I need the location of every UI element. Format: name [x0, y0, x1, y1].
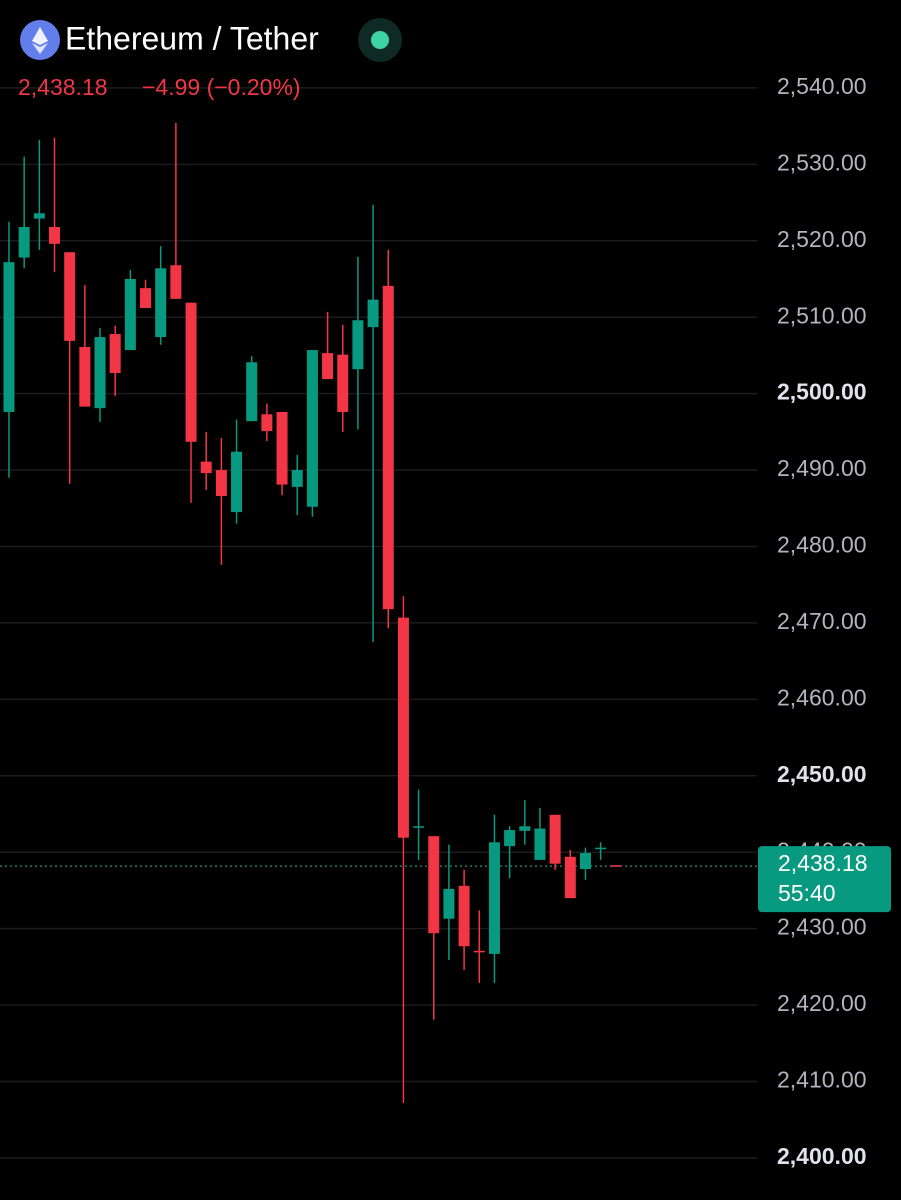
y-tick-label: 2,460.00 — [777, 684, 867, 710]
y-tick-label: 2,470.00 — [777, 608, 867, 634]
candle-body — [610, 865, 622, 867]
candle-body — [276, 411, 288, 485]
candle-body — [200, 461, 212, 474]
candle-body — [140, 288, 152, 309]
y-tick-label: 2,450.00 — [777, 761, 867, 787]
y-tick-label: 2,420.00 — [777, 990, 867, 1016]
candle-body — [18, 227, 30, 258]
y-tick-label: 2,530.00 — [777, 149, 867, 175]
price-box-price: 2,438.18 — [778, 850, 868, 876]
candle-body — [458, 885, 470, 947]
candle-body — [367, 299, 379, 328]
y-tick-label: 2,540.00 — [777, 73, 867, 99]
candles — [3, 123, 622, 1103]
last-price: 2,438.18 — [18, 74, 108, 100]
candle-body — [33, 213, 45, 219]
candle-body — [352, 320, 364, 370]
symbol-icon[interactable] — [20, 20, 60, 60]
y-tick-label: 2,410.00 — [777, 1067, 867, 1093]
candle-body — [443, 888, 455, 919]
candle-body — [579, 852, 591, 870]
candle-body — [124, 278, 136, 351]
candle-body — [291, 470, 303, 487]
candle-body — [397, 617, 409, 838]
candle-body — [94, 337, 106, 409]
candle-body — [170, 265, 182, 299]
y-tick-label: 2,480.00 — [777, 532, 867, 558]
price-change: −4.99 (−0.20%) — [142, 74, 301, 100]
y-tick-label: 2,510.00 — [777, 302, 867, 328]
candle-body — [549, 814, 561, 864]
candle-body — [504, 830, 516, 847]
y-tick-label: 2,520.00 — [777, 226, 867, 252]
y-tick-label: 2,490.00 — [777, 455, 867, 481]
candle-body — [109, 334, 121, 373]
candle-body — [413, 826, 425, 828]
y-tick-label: 2,430.00 — [777, 914, 867, 940]
y-tick-label: 2,500.00 — [777, 379, 867, 405]
candle-body — [261, 414, 273, 432]
candle-body — [322, 353, 334, 380]
price-box: 2,438.18 55:40 — [758, 846, 891, 913]
candle-body — [246, 362, 258, 422]
candle-body — [488, 842, 500, 954]
candle-body — [155, 268, 167, 338]
candle-body — [79, 347, 91, 407]
candle-body — [595, 847, 607, 850]
candle-body — [3, 262, 15, 412]
candle-body — [49, 227, 61, 244]
candle-body — [519, 826, 531, 831]
price-axis: 2,540.00 2,530.00 2,520.00 2,510.00 2,500.00… — [777, 73, 867, 1169]
candle-body — [473, 950, 485, 953]
grid — [0, 87, 757, 1159]
candle-body — [428, 836, 440, 934]
candle-body — [382, 285, 394, 610]
symbol-title[interactable]: Ethereum / Tether — [65, 20, 319, 56]
candle-body — [306, 350, 318, 507]
candle-body — [64, 252, 76, 341]
price-box-bg — [758, 846, 891, 913]
y-tick-label: 2,400.00 — [777, 1143, 867, 1169]
candle-body — [215, 470, 227, 497]
status-dot[interactable] — [358, 18, 402, 62]
candle-body — [185, 302, 197, 442]
candle-body — [534, 828, 546, 860]
price-box-countdown: 55:40 — [778, 880, 836, 906]
candle-body — [231, 451, 243, 513]
candle-body — [337, 354, 349, 412]
candle-body — [564, 856, 576, 899]
